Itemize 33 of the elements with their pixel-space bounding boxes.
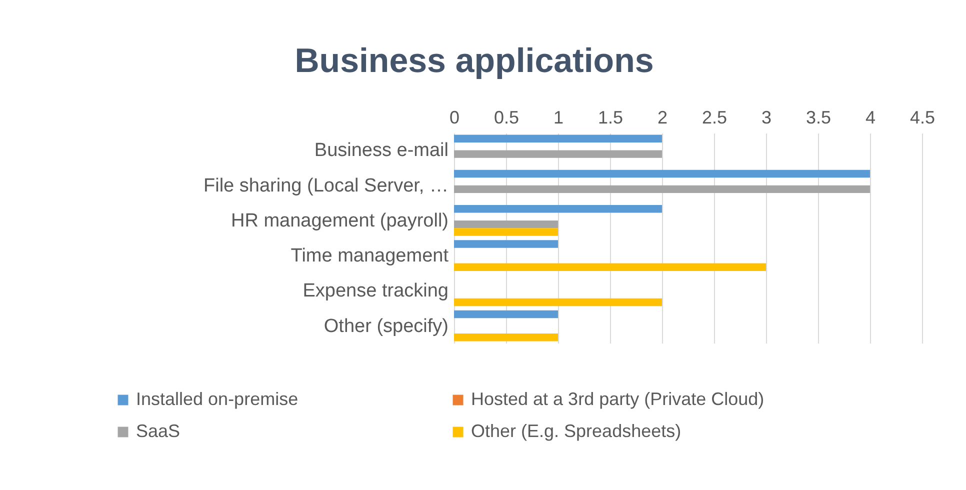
y-tick-label: HR management (payroll) [230,210,448,232]
x-tick-label: 0.5 [494,108,520,128]
bar [454,263,766,272]
x-tick-label: 3 [761,108,772,128]
y-tick-label: Time management [290,246,450,267]
bar [454,240,558,248]
x-tick-label: 3.5 [806,108,832,128]
legend-label: Installed on-premise [136,389,298,409]
x-tick-label: 0 [449,108,460,128]
x-tick-label: 1 [553,108,564,128]
legend-label: Other (E.g. Spreadsheets) [471,421,682,441]
bar [454,150,662,158]
x-tick-label: 4.5 [910,108,936,128]
y-tick-label: Expense tracking [302,280,448,302]
bar [454,170,870,178]
x-tick-label: 1.5 [598,108,624,128]
bar [454,334,558,342]
x-tick-label: 2.5 [702,108,728,128]
legend-label: SaaS [136,421,180,441]
bar [454,298,662,306]
x-tick-label: 4 [865,108,876,128]
y-tick-label: File sharing (Local Server, … [204,175,448,196]
bar [454,310,558,318]
y-tick-label: Business e-mail [314,140,448,162]
y-tick-label: Other (specify) [324,316,448,337]
bar [454,185,870,194]
legend-label: Hosted at a 3rd party (Private Cloud) [471,389,764,409]
bar [454,134,662,142]
bar [454,204,662,213]
bar [454,228,558,236]
chart-title: Business applications [294,42,654,80]
bar [454,220,558,228]
x-tick-label: 2 [657,108,668,128]
